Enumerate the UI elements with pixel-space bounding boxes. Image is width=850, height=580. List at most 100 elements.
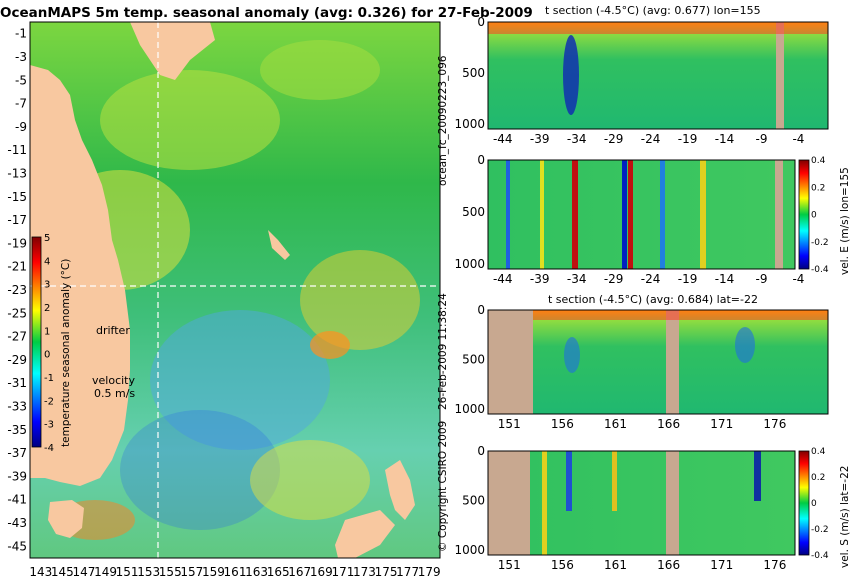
map-xtick: 163 (245, 565, 268, 579)
section-temp-lon-plot (488, 22, 828, 129)
velocity-label: velocity (92, 374, 135, 387)
colorbar-label: temperature seasonal anomaly (°C) (60, 259, 72, 447)
map-xtick: 177 (396, 565, 419, 579)
map-ytick: -31 (7, 376, 27, 390)
section-cbar-tick: 0.4 (811, 156, 826, 166)
section-cbar-tick: 0.4 (811, 447, 826, 457)
section-ytick: 0 (477, 303, 485, 317)
australia-land (30, 65, 130, 486)
section-ytick: 0 (477, 153, 485, 167)
section-temp-lat-title: t section (-4.5°C) (avg: 0.684) lat=-22 (548, 293, 758, 306)
colorbar-tick: 2 (44, 303, 50, 314)
section-xtick: 171 (710, 417, 733, 431)
section-vel-lon-seabed (775, 160, 783, 269)
copyright-text: © Copyright CSIRO 2009 (437, 421, 449, 552)
section-temp-lat-surface-warm (533, 310, 828, 320)
section-temp-lat-plot (488, 310, 828, 414)
section-cbar-tick: 0.2 (811, 183, 825, 193)
section-temp-lat-seabed-west (488, 310, 533, 414)
section-vel-lon-frame (487, 159, 796, 270)
section-temp-lat-seabed-mid (666, 310, 679, 414)
map-ytick: -15 (7, 190, 27, 204)
map-ytick: -41 (7, 493, 27, 507)
section-vel-lon-plot (488, 160, 795, 269)
map-xtick: 155 (159, 565, 182, 579)
land-masses (30, 22, 415, 558)
section-temp-lon-surface-warm (488, 22, 828, 34)
section-ytick: 0 (477, 444, 485, 458)
map-ytick: -29 (7, 353, 27, 367)
section-ytick: 1000 (454, 402, 485, 416)
section-vel-lon-colorbar (798, 159, 810, 270)
colorbar-tick: -3 (44, 420, 54, 431)
section-temp-lat: t section (-4.5°C) (avg: 0.684) lat=-22 (487, 293, 829, 415)
map-ytick: -9 (15, 120, 27, 134)
section-xtick: 171 (710, 558, 733, 572)
map-xtick: 157 (180, 565, 203, 579)
section-vel-lat-frame (487, 450, 796, 556)
velocity-value: 0.5 m/s (94, 387, 135, 400)
map-ytick: -17 (7, 213, 27, 227)
axis-ticks: -1-3-5-7-9-11-13-15-17-19-21-23-25-27-29… (7, 15, 828, 579)
section-xtick: -34 (567, 132, 587, 146)
map-xtick: 151 (116, 565, 139, 579)
map-xtick: 153 (137, 565, 160, 579)
section-ytick: 500 (462, 205, 485, 219)
section-xtick: 161 (604, 558, 627, 572)
section-ytick: 500 (462, 353, 485, 367)
section-cbar-tick: 0 (811, 211, 817, 221)
colorbar-tick: -2 (44, 396, 54, 407)
section-xtick: 166 (657, 558, 680, 572)
section-vel-lat: vel. S (m/s) lat=-22 (487, 450, 850, 568)
colorbar-tick: 4 (44, 256, 50, 267)
map-xtick: 173 (353, 565, 376, 579)
map-xtick: 143 (29, 565, 52, 579)
map-xtick: 167 (288, 565, 311, 579)
map-title: OceanMAPS 5m temp. seasonal anomaly (avg… (0, 5, 533, 21)
section-xtick: -44 (493, 132, 513, 146)
map-xtick: 175 (375, 565, 398, 579)
map-xtick: 145 (51, 565, 74, 579)
map-ytick: -35 (7, 423, 27, 437)
section-cbar-tick: 0 (811, 499, 817, 509)
colorbar-gradient (31, 236, 42, 448)
section-xtick: 166 (657, 417, 680, 431)
section-xtick: -34 (567, 272, 587, 286)
section-ytick: 1000 (454, 117, 485, 131)
colorbar-tick: 5 (44, 233, 50, 244)
section-xtick: -24 (641, 132, 661, 146)
section-cbar-tick: -0.4 (811, 551, 829, 561)
section-vel-lon-cbar-label: vel. E (m/s) lon=155 (839, 167, 850, 275)
section-xtick: -14 (715, 132, 735, 146)
section-temp-lat-frame (487, 309, 829, 415)
map-ytick: -37 (7, 446, 27, 460)
map-panel: OceanMAPS 5m temp. seasonal anomaly (avg… (0, 5, 533, 559)
section-xtick: 156 (551, 558, 574, 572)
section-xtick: -4 (792, 132, 804, 146)
map-ytick: -13 (7, 166, 27, 180)
section-vel-lat-plot (488, 451, 795, 555)
map-ytick: -21 (7, 260, 27, 274)
section-vel-lat-seabed-mid (666, 451, 679, 555)
section-xtick: -9 (755, 272, 767, 286)
colorbar-tick: 0 (44, 350, 50, 361)
section-vel-lat-cbar-label: vel. S (m/s) lat=-22 (839, 466, 850, 568)
section-vel-lat-colorbar (798, 450, 810, 556)
section-temp-lon-frame (487, 21, 829, 130)
file-id-text: ocean_fc_20090223_096 (437, 55, 449, 186)
section-xtick: -19 (678, 272, 698, 286)
section-xtick: -39 (530, 272, 550, 286)
section-xtick: 151 (498, 558, 521, 572)
map-frame (29, 21, 441, 559)
new-caledonia-land (268, 230, 290, 260)
section-temp-lon-seabed (776, 22, 784, 129)
colorbar-tick: -1 (44, 373, 54, 384)
map-xtick: 171 (331, 565, 354, 579)
map-ytick: -7 (15, 97, 27, 111)
nz-south-land (335, 510, 395, 558)
map-ytick: -23 (7, 283, 27, 297)
section-xtick: 151 (498, 417, 521, 431)
section-xtick: -29 (604, 132, 624, 146)
section-ytick: 1000 (454, 543, 485, 557)
